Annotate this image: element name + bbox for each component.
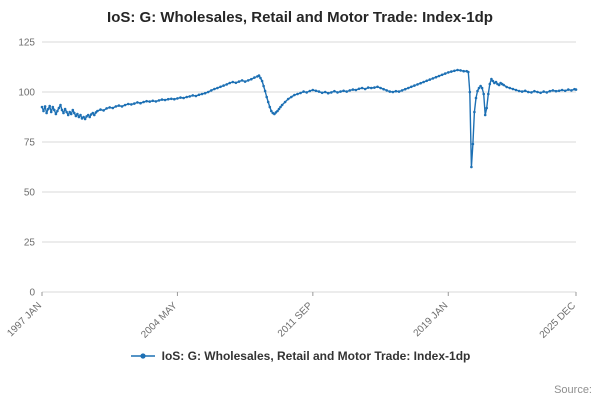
legend: IoS: G: Wholesales, Retail and Motor Tra… bbox=[0, 345, 600, 367]
svg-text:2004 MAY: 2004 MAY bbox=[139, 300, 180, 340]
data-line bbox=[41, 69, 577, 168]
svg-text:1997 JAN: 1997 JAN bbox=[5, 300, 44, 339]
line-chart: 0 25 50 75 100 125 1997 JAN 2004 MAY 2011 SEP 201… bbox=[5, 38, 578, 341]
x-axis-labels: 1997 JAN 2004 MAY 2011 SEP 2019 JAN 2025 DEC bbox=[5, 292, 578, 341]
svg-text:75: 75 bbox=[24, 138, 36, 149]
legend-line-marker-icon bbox=[130, 353, 155, 359]
svg-text:125: 125 bbox=[18, 38, 35, 49]
svg-text:2011 SEP: 2011 SEP bbox=[276, 300, 315, 339]
svg-text:25: 25 bbox=[24, 238, 36, 249]
legend-label: IoS: G: Wholesales, Retail and Motor Tra… bbox=[161, 349, 471, 363]
grid-lines bbox=[42, 41, 576, 293]
svg-text:2025 DEC: 2025 DEC bbox=[538, 300, 578, 340]
source-label: Source: bbox=[554, 384, 592, 396]
svg-text:2019 JAN: 2019 JAN bbox=[412, 300, 451, 339]
svg-text:50: 50 bbox=[24, 188, 36, 199]
data-markers bbox=[40, 68, 578, 169]
svg-text:100: 100 bbox=[18, 88, 35, 99]
chart-title: IoS: G: Wholesales, Retail and Motor Tra… bbox=[107, 9, 493, 26]
y-axis-labels: 0 25 50 75 100 125 bbox=[18, 38, 35, 299]
legend-item[interactable]: IoS: G: Wholesales, Retail and Motor Tra… bbox=[130, 349, 471, 363]
svg-text:0: 0 bbox=[29, 288, 35, 299]
